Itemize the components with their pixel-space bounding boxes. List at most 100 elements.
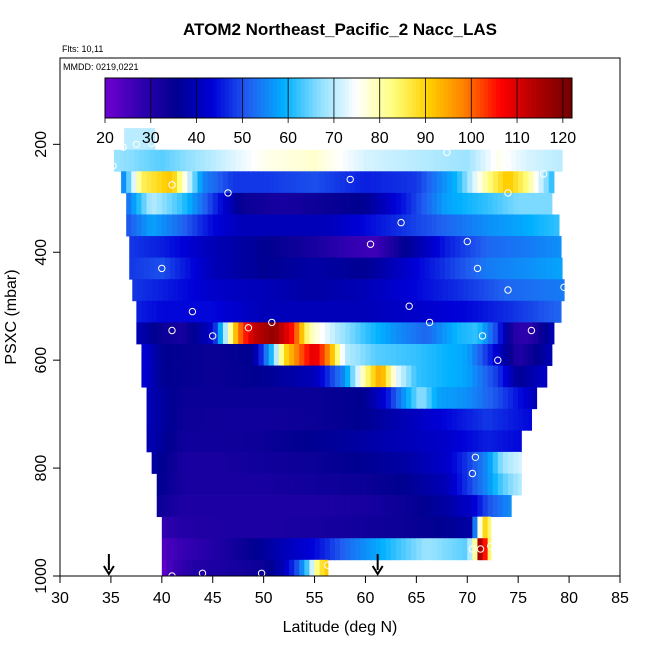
heatmap-cell (551, 236, 558, 259)
heatmap-cell (192, 365, 199, 388)
heatmap-cell (187, 451, 193, 474)
heatmap-cell (238, 516, 244, 539)
heatmap-cell (536, 257, 543, 280)
heatmap-cell (212, 430, 219, 453)
heatmap-cell (229, 279, 235, 302)
heatmap-cell (462, 516, 468, 539)
heatmap-cell (406, 538, 412, 561)
heatmap-cell (528, 343, 535, 366)
heatmap-cell (200, 236, 207, 259)
heatmap-cell (355, 343, 361, 366)
heatmap-cell (292, 257, 298, 280)
heatmap-cell (156, 430, 163, 453)
heatmap-cell (273, 516, 280, 539)
heatmap-cell (436, 192, 443, 215)
heatmap-cell (210, 236, 217, 259)
heatmap-cell (263, 343, 270, 366)
y-tick-label: 1000 (33, 558, 50, 594)
heatmap-cell (236, 149, 242, 172)
heatmap-cell (183, 279, 189, 302)
heatmap-cell (472, 214, 479, 237)
heatmap-cell (268, 365, 275, 388)
heatmap-cell (509, 279, 515, 302)
heatmap-cell (482, 192, 489, 215)
heatmap-cell (161, 343, 168, 366)
heatmap-cell (411, 343, 417, 366)
heatmap-cell (457, 171, 463, 194)
heatmap-cell (472, 473, 479, 496)
colorbar-segment (480, 78, 485, 118)
heatmap-cell (468, 279, 474, 302)
heatmap-cell (373, 257, 380, 280)
heatmap-cell (370, 214, 377, 237)
heatmap-cell (426, 343, 433, 366)
heatmap-cell (243, 538, 249, 561)
heatmap-cell (457, 322, 463, 345)
heatmap-cell (340, 171, 346, 194)
heatmap-cell (294, 343, 300, 366)
heatmap-cell (446, 538, 453, 561)
heatmap-cell (431, 430, 438, 453)
heatmap-cell (180, 149, 186, 172)
flight-arrow-head (103, 565, 115, 576)
heatmap-cell (246, 149, 253, 172)
heatmap-cell (243, 343, 249, 366)
heatmap-cell (380, 214, 387, 237)
heatmap-cell (207, 365, 214, 388)
heatmap-cell (399, 149, 405, 172)
heatmap-cell (172, 516, 178, 539)
heatmap-cell (505, 257, 512, 280)
heatmap-cell (278, 322, 285, 345)
heatmap-cell (401, 322, 407, 345)
heatmap-cell (273, 387, 280, 410)
heatmap-cell (385, 408, 392, 431)
x-tick-label: 80 (560, 590, 578, 607)
heatmap-cell (182, 538, 188, 561)
heatmap-cell (320, 279, 327, 302)
heatmap-cell (337, 257, 344, 280)
heatmap-cell (166, 387, 173, 410)
heatmap-cell (253, 387, 260, 410)
heatmap-cell (346, 279, 352, 302)
heatmap-cell (309, 559, 316, 576)
heatmap-cell (294, 473, 300, 496)
heatmap-cell (187, 473, 193, 496)
heatmap-cell (233, 473, 239, 496)
heatmap-cell (401, 495, 407, 518)
heatmap-cell (253, 300, 260, 323)
colorbar-segment (460, 78, 465, 118)
heatmap-cell (416, 516, 423, 539)
heatmap-cell (436, 516, 443, 539)
heatmap-cell (246, 236, 253, 259)
heatmap-cell (172, 451, 178, 474)
heatmap-cell (404, 236, 410, 259)
heatmap-cell (358, 236, 365, 259)
heatmap-cell (151, 171, 158, 194)
heatmap-cell (355, 171, 361, 194)
heatmap-cell (533, 192, 540, 215)
heatmap-cell (234, 279, 240, 302)
heatmap-cell (289, 408, 295, 431)
heatmap-cell (246, 257, 253, 280)
heatmap-cell (233, 300, 239, 323)
heatmap-cell (131, 214, 137, 237)
heatmap-cell (528, 192, 535, 215)
heatmap-cell (263, 538, 270, 561)
heatmap-cell (477, 214, 484, 237)
heatmap-cell (284, 171, 290, 194)
heatmap-cell (421, 451, 428, 474)
heatmap-cell (406, 214, 412, 237)
heatmap-cell (258, 387, 265, 410)
heatmap-cell (340, 408, 346, 431)
heatmap-cell (197, 430, 204, 453)
heatmap-cell (289, 365, 295, 388)
colorbar-segment (248, 78, 254, 118)
heatmap-cell (207, 387, 214, 410)
heatmap-cell (518, 408, 524, 431)
heatmap-cell (424, 236, 431, 259)
heatmap-cell (421, 343, 428, 366)
heatmap-cell (207, 559, 214, 576)
heatmap-cell (549, 279, 556, 302)
heatmap-cell (548, 192, 553, 215)
heatmap-cell (156, 387, 163, 410)
